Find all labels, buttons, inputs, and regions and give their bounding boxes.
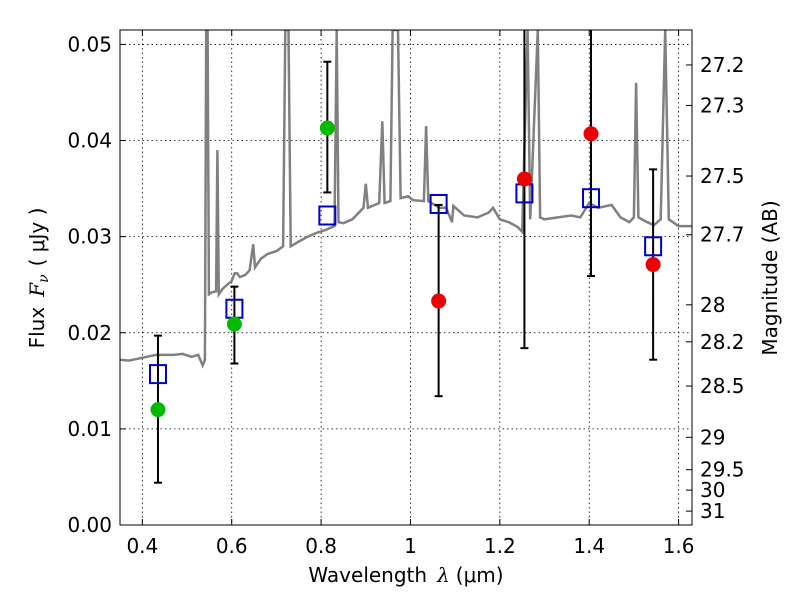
right-axis-label: Magnitude (AB) (758, 200, 782, 355)
y-tick-label: 0.02 (67, 321, 112, 345)
observed-flux-point (645, 257, 661, 273)
mag-tick-label: 28.5 (700, 374, 745, 398)
error-bar (587, 30, 596, 278)
mag-tick-label: 27.5 (700, 164, 745, 188)
x-tick-label: 1.4 (573, 534, 605, 558)
mag-tick-label: 29 (700, 425, 725, 449)
mag-tick-label: 28.2 (700, 330, 745, 354)
mag-tick-label: 27.3 (700, 93, 745, 117)
observed-flux-point (516, 171, 532, 187)
x-axis-label: Wavelength λ (μm) (308, 563, 503, 587)
model-flux-square (429, 193, 448, 214)
plot-frame (119, 29, 693, 526)
y-axis-label: FluxFν( μJy ) (25, 208, 52, 349)
observed-flux-point (319, 120, 335, 136)
plot-area (120, 30, 692, 484)
y-tick-label: 0.01 (67, 417, 112, 441)
mag-tick-label: 30 (700, 478, 725, 502)
error-bar (520, 30, 529, 350)
mag-tick-label: 31 (700, 499, 725, 523)
x-tick-label: 0.4 (126, 534, 158, 558)
x-tick-label: 1.6 (663, 534, 695, 558)
mag-tick-label: 29.5 (700, 458, 745, 482)
x-tick-label: 0.6 (216, 534, 248, 558)
mag-tick-label: 27.2 (700, 53, 745, 77)
observed-flux-point (583, 126, 599, 142)
y-tick-label: 0.03 (67, 225, 112, 249)
mag-tick-label: 27.7 (700, 223, 745, 247)
x-tick-label: 1 (404, 534, 417, 558)
observed-flux-point (226, 316, 242, 332)
y-tick-label: 0.00 (67, 513, 112, 537)
x-tick-label: 0.8 (305, 534, 337, 558)
model-flux-square (644, 236, 663, 257)
mag-tick-label: 28 (700, 293, 725, 317)
axis-ticks: 0.4 0.6 0.8 1 1.2 1.4 1.6 0.00 0.01 0.02 0.03 0.04 0… (67, 30, 745, 558)
x-tick-label: 1.2 (484, 534, 516, 558)
model-flux-square (318, 205, 337, 226)
observed-flux-point (150, 402, 166, 418)
y-tick-label: 0.05 (67, 32, 112, 56)
model-flux-square (148, 364, 167, 385)
observed-flux-point (431, 293, 447, 309)
y-tick-label: 0.04 (67, 129, 112, 153)
sed-model-line (120, 30, 692, 369)
model-flux-square (582, 188, 601, 209)
